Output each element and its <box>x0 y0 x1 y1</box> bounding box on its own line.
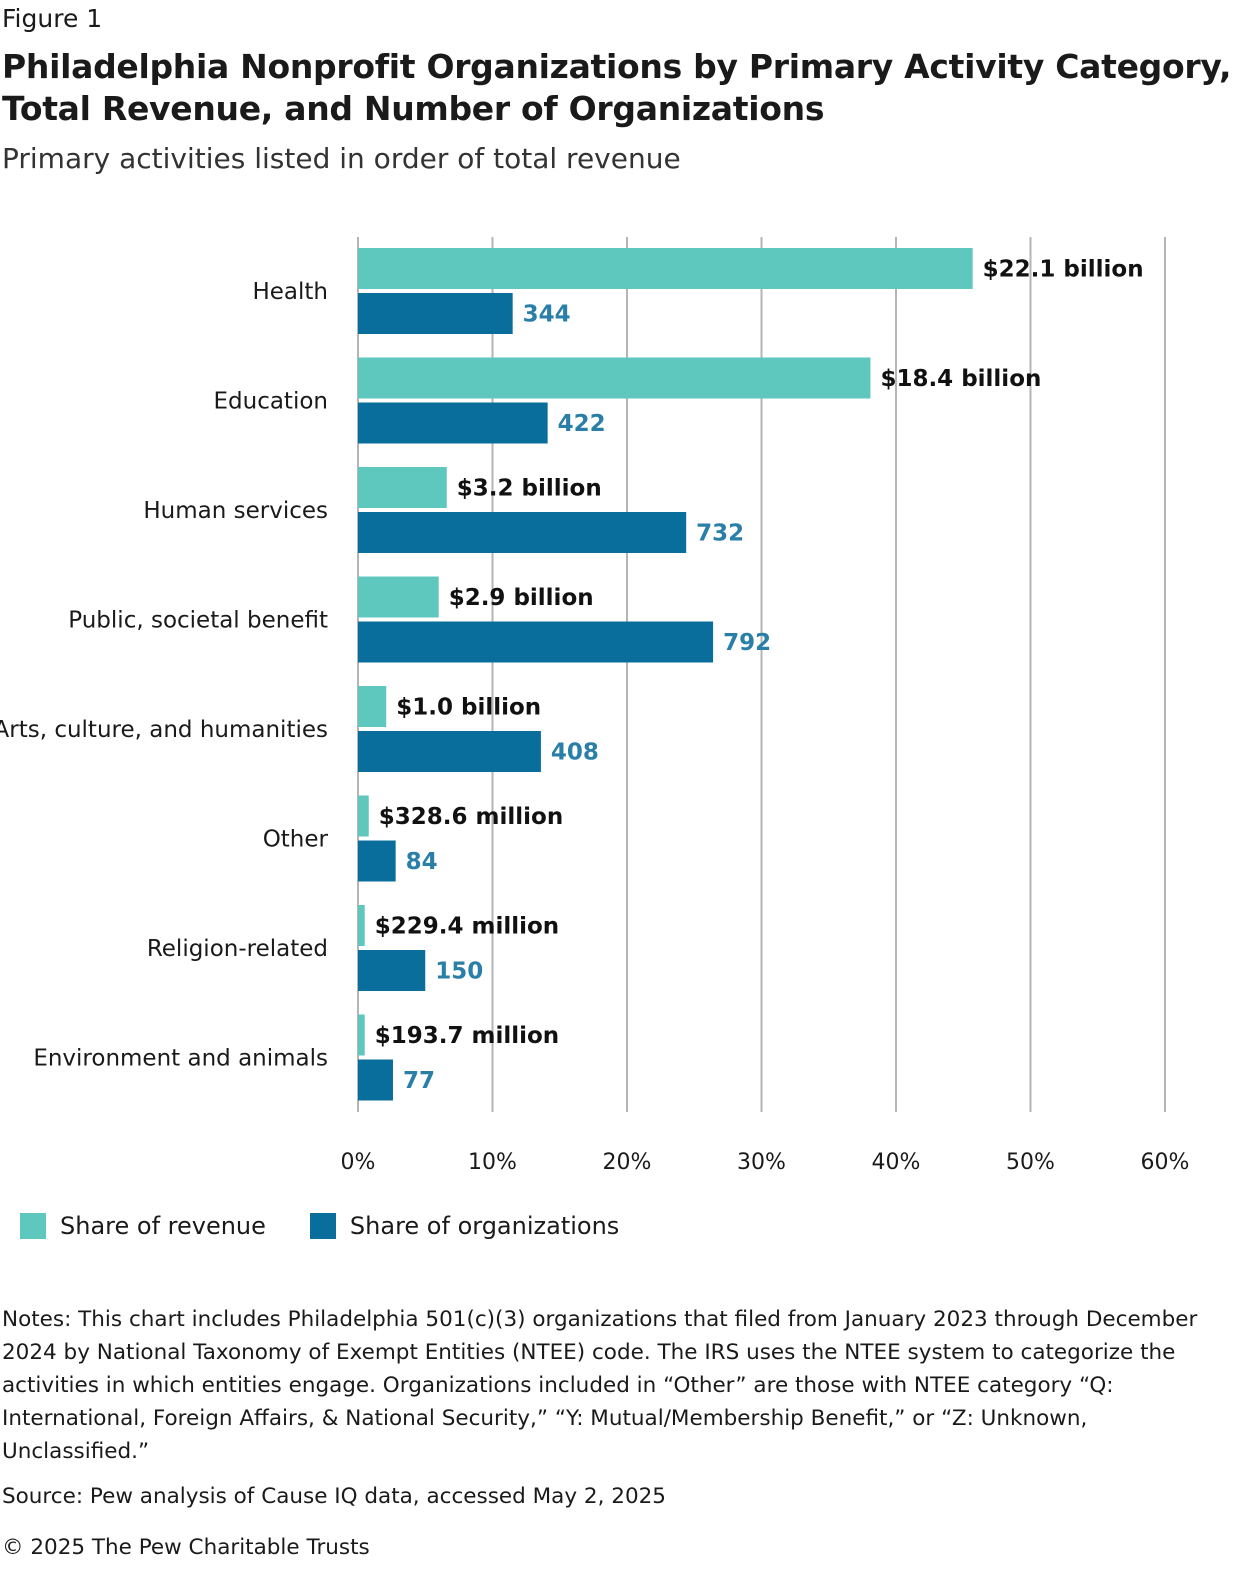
organizations-data-label: 150 <box>435 959 483 985</box>
revenue-data-label: $193.7 million <box>375 1023 559 1049</box>
x-tick-label: 10% <box>468 1150 517 1175</box>
revenue-bar <box>358 795 369 837</box>
category-label: Public, societal benefit <box>68 608 328 634</box>
revenue-data-label: $328.6 million <box>379 804 563 830</box>
revenue-bar <box>358 576 439 618</box>
legend-swatch-organizations <box>309 1213 336 1239</box>
organizations-bar <box>358 840 396 882</box>
revenue-bar <box>358 905 365 946</box>
chart-legend: Share of revenue Share of organizations <box>20 1212 663 1240</box>
revenue-data-label: $3.2 billion <box>457 476 602 502</box>
revenue-bar <box>358 686 387 727</box>
legend-item-organizations: Share of organizations <box>309 1212 620 1240</box>
revenue-bar <box>358 248 973 289</box>
category-label: Religion-related <box>147 936 328 962</box>
x-tick-label: 60% <box>1141 1150 1190 1175</box>
x-tick-label: 50% <box>1006 1150 1055 1175</box>
revenue-data-label: $229.4 million <box>375 914 559 940</box>
category-label: Arts, culture, and humanities <box>0 717 328 743</box>
category-label: Environment and animals <box>33 1046 328 1072</box>
figure-label: Figure 1 <box>2 4 103 33</box>
organizations-data-label: 408 <box>551 740 599 766</box>
category-label: Health <box>252 279 328 305</box>
organizations-data-label: 84 <box>406 849 438 875</box>
category-label: Human services <box>143 498 328 524</box>
organizations-bar <box>358 950 426 991</box>
legend-label-organizations: Share of organizations <box>349 1212 620 1240</box>
organizations-data-label: 344 <box>523 302 571 328</box>
organizations-bar <box>358 1059 393 1101</box>
revenue-data-label: $18.4 billion <box>880 366 1041 392</box>
revenue-data-label: $22.1 billion <box>983 257 1144 283</box>
organizations-bar <box>358 512 687 553</box>
x-tick-label: 0% <box>341 1150 376 1175</box>
chart-source: Source: Pew analysis of Cause IQ data, a… <box>2 1484 666 1509</box>
legend-swatch-revenue <box>20 1213 46 1239</box>
organizations-bar <box>358 621 714 663</box>
x-tick-label: 40% <box>872 1150 921 1175</box>
organizations-data-label: 77 <box>403 1068 435 1094</box>
category-label: Education <box>213 389 328 415</box>
legend-item-revenue: Share of revenue <box>20 1212 266 1240</box>
revenue-bar <box>358 467 447 508</box>
chart-title: Philadelphia Nonprofit Organizations by … <box>2 47 1232 128</box>
organizations-data-label: 792 <box>723 630 771 656</box>
organizations-data-label: 732 <box>696 521 744 547</box>
revenue-bar <box>358 357 871 399</box>
revenue-data-label: $1.0 billion <box>396 695 541 721</box>
chart-notes: Notes: This chart includes Philadelphia … <box>2 1307 1198 1464</box>
x-tick-label: 20% <box>603 1150 652 1175</box>
organizations-data-label: 422 <box>558 411 606 437</box>
x-tick-label: 30% <box>737 1150 786 1175</box>
category-label: Other <box>263 827 329 853</box>
copyright: © 2025 The Pew Charitable Trusts <box>2 1535 370 1560</box>
organizations-bar <box>358 402 548 444</box>
organizations-bar <box>358 293 513 334</box>
bar-chart: 0% 10% 20% 30% 40% 50% 60% Health $22.1 billion 3… <box>0 237 1190 1175</box>
legend-label-revenue: Share of revenue <box>60 1212 266 1240</box>
chart-subtitle: Primary activities listed in order of to… <box>2 142 681 175</box>
revenue-bar <box>358 1014 365 1056</box>
organizations-bar <box>358 731 541 772</box>
revenue-data-label: $2.9 billion <box>449 585 594 611</box>
